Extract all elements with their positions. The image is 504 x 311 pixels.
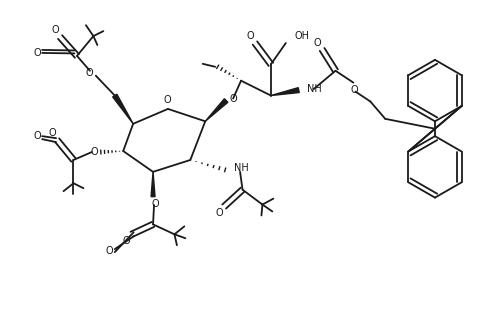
Text: O: O	[85, 68, 93, 78]
Text: O: O	[163, 95, 171, 105]
Text: O: O	[49, 128, 56, 138]
Polygon shape	[271, 88, 299, 95]
Text: O: O	[123, 236, 131, 246]
Polygon shape	[205, 99, 228, 121]
Polygon shape	[151, 172, 155, 197]
Text: O: O	[314, 38, 322, 48]
Text: O: O	[33, 48, 41, 58]
Text: O: O	[216, 208, 223, 218]
Text: O: O	[106, 246, 113, 256]
Text: O: O	[229, 94, 237, 104]
Text: O: O	[351, 85, 358, 95]
Text: OH: OH	[295, 31, 310, 41]
Text: NH: NH	[307, 84, 322, 94]
Text: O: O	[246, 30, 255, 40]
Text: O: O	[52, 25, 59, 35]
Text: O: O	[90, 147, 98, 157]
Polygon shape	[113, 94, 133, 124]
Text: O: O	[152, 198, 159, 209]
Text: O: O	[33, 131, 41, 141]
Text: NH: NH	[234, 163, 249, 173]
